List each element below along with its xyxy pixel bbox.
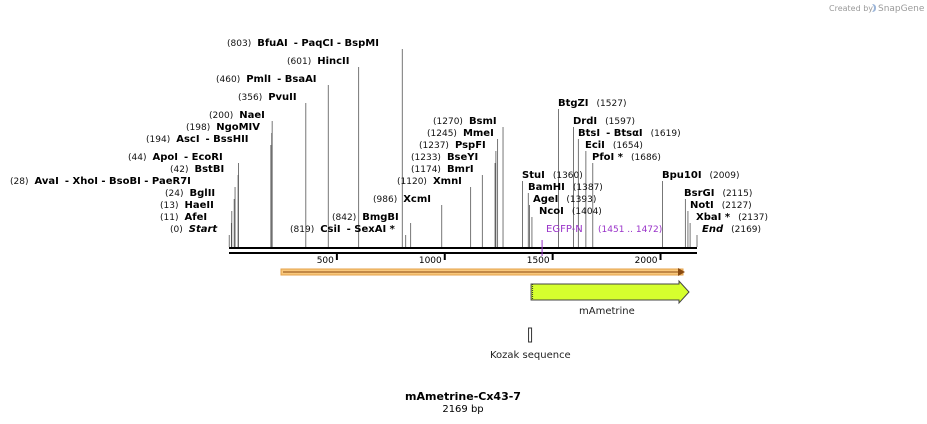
site-labels: (0) Start(11) AfeI(13) HaeII(24) BglII(28) Av… <box>10 38 768 235</box>
site-label[interactable]: (13) HaeII <box>160 200 214 211</box>
credit-prefix: Created by <box>829 4 873 13</box>
site-label[interactable]: (24) BglII <box>165 188 215 199</box>
site-label[interactable]: NotI (2127) <box>690 200 752 211</box>
site-label[interactable]: EciI (1654) <box>585 140 643 151</box>
site-label[interactable]: (194) AscI - BssHII <box>146 134 249 145</box>
primer-label: EGFP-N <box>546 224 583 235</box>
site-label[interactable]: BtsI - BtsαI (1619) <box>578 128 681 139</box>
site-label[interactable]: (198) NgoMIV <box>186 122 260 133</box>
site-label[interactable]: (1120) XmnI <box>397 176 462 187</box>
site-label[interactable]: (1174) BmrI <box>411 164 474 175</box>
credit-brand: SnapGene <box>878 4 925 14</box>
site-label[interactable]: BtgZI (1527) <box>558 98 626 109</box>
site-label[interactable]: (803) BfuAI - PaqCI - BspMI <box>227 38 379 49</box>
plasmid-size: 2169 bp <box>442 404 483 415</box>
tick-label: 1500 <box>527 256 550 266</box>
site-label[interactable]: (11) AfeI <box>160 212 207 223</box>
site-label[interactable]: (200) NaeI <box>209 110 265 121</box>
mametrine-label: mAmetrine <box>579 306 635 317</box>
site-label[interactable]: (1237) PspFI <box>419 140 486 151</box>
site-label[interactable]: Bpu10I (2009) <box>662 170 739 181</box>
site-label[interactable]: (356) PvuII <box>238 92 297 103</box>
site-label[interactable]: (986) XcmI <box>373 194 431 205</box>
site-label[interactable]: BsrGI (2115) <box>684 188 752 199</box>
site-label[interactable]: (842) BmgBI <box>332 212 399 223</box>
site-label[interactable]: (1270) BsmI <box>433 116 497 127</box>
site-label[interactable]: DrdI (1597) <box>573 116 635 127</box>
cut-site-lines <box>228 49 698 247</box>
site-label[interactable]: StuI (1360) <box>522 170 583 181</box>
site-label[interactable]: (28) AvaI - XhoI - BsoBI - PaeR7I <box>10 176 191 187</box>
mametrine-feature[interactable] <box>530 279 690 305</box>
site-label[interactable]: NcoI (1404) <box>539 206 602 217</box>
site-label[interactable]: (460) PmlI - BsaAI <box>216 74 317 85</box>
primer-range: (1451 .. 1472) <box>598 225 662 235</box>
kozak-label: Kozak sequence <box>490 350 571 361</box>
kozak-feature[interactable] <box>528 327 533 343</box>
orf-arrow-icon <box>678 268 685 276</box>
tick-label: 500 <box>317 256 334 266</box>
site-label[interactable]: (42) BstBI <box>170 164 224 175</box>
site-label[interactable]: (44) ApoI - EcoRI <box>128 152 223 163</box>
site-label[interactable]: (819) CsiI - SexAI * <box>290 224 396 235</box>
site-label[interactable]: (0) Start <box>170 224 218 235</box>
plasmid-title: mAmetrine-Cx43-7 <box>405 390 521 403</box>
site-label[interactable]: (1233) BseYI <box>411 152 478 163</box>
site-label[interactable]: BamHI (1387) <box>528 182 603 193</box>
site-label[interactable]: End (2169) <box>702 224 761 235</box>
site-label[interactable]: (601) HincII <box>287 56 350 67</box>
site-label[interactable]: PfoI * (1686) <box>592 152 661 163</box>
tick-label: 2000 <box>635 256 658 266</box>
ruler-ticks: 500 1000 1500 2000 <box>317 253 662 266</box>
tick-label: 1000 <box>419 256 442 266</box>
site-label[interactable]: (1245) MmeI <box>427 128 494 139</box>
site-label[interactable]: AgeI (1393) <box>533 194 596 205</box>
snapgene-logo-icon <box>872 4 876 12</box>
site-label[interactable]: XbaI * (2137) <box>696 212 768 223</box>
